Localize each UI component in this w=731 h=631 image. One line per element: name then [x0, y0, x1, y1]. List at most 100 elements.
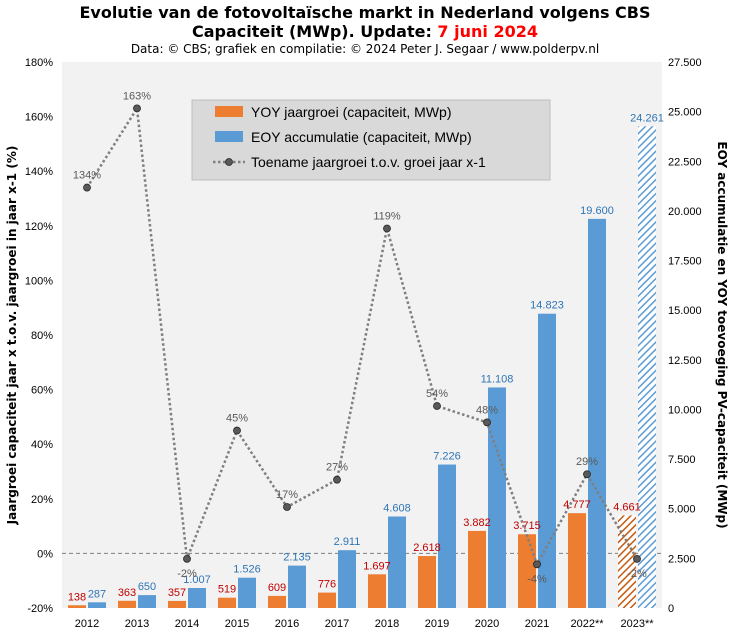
- x-tick-label: 2017: [325, 618, 349, 630]
- yoy-bar-label: 519: [218, 584, 236, 596]
- yoy-bar: [568, 513, 586, 608]
- y-left-tick-label: 140%: [25, 166, 53, 178]
- growth-point-label: 17%: [276, 489, 298, 501]
- eoy-bar-label: 11.108: [481, 373, 514, 385]
- growth-point-label: 119%: [373, 211, 401, 223]
- x-tick-label: 2019: [425, 618, 449, 630]
- growth-point: [483, 418, 491, 427]
- eoy-bar: [288, 565, 306, 608]
- legend-swatch-eoy: [215, 131, 243, 142]
- y-right-tick-label: 27.500: [668, 57, 702, 69]
- growth-point: [583, 470, 591, 479]
- y-left-axis-title: Jaargroei capaciteit jaar x t.o.v. jaarg…: [5, 146, 19, 526]
- x-tick-label: 2021: [525, 618, 549, 630]
- growth-point: [233, 426, 241, 435]
- yoy-bar: [168, 600, 186, 608]
- y-right-tick-label: 12.500: [668, 355, 702, 367]
- growth-point: [333, 475, 341, 484]
- y-left-tick-label: 40%: [31, 439, 53, 451]
- y-left-tick-label: 0%: [37, 548, 53, 560]
- x-axis-ticks: 2012 2013 2014 2015 2016 2017 2018 2019 2020 2021…: [75, 618, 654, 630]
- y-right-tick-label: 20.000: [668, 206, 702, 218]
- title-update-date: 7 juni 2024: [437, 22, 538, 41]
- y-left-tick-label: -20%: [27, 603, 53, 615]
- y-right-tick-label: 17.500: [668, 256, 702, 268]
- eoy-bar-label: 1.007: [183, 574, 211, 586]
- y-right-tick-label: 22.500: [668, 156, 702, 168]
- eoy-bar-label: 7.226: [433, 451, 461, 463]
- yoy-bar: [268, 595, 286, 608]
- legend-label-line: Toename jaargroei t.o.v. groei jaar x-1: [251, 154, 486, 170]
- yoy-bar-label: 3.715: [513, 520, 541, 532]
- eoy-bar: [438, 464, 456, 608]
- growth-point: [83, 183, 91, 192]
- growth-point: [283, 503, 291, 511]
- eoy-bar-label: 2.135: [283, 552, 311, 564]
- y-left-tick-label: 20%: [31, 494, 53, 506]
- x-tick-label: 2018: [375, 618, 399, 630]
- yoy-bar: [468, 530, 486, 608]
- yoy-bar: [418, 556, 436, 608]
- y-right-tick-label: 25.000: [668, 107, 702, 119]
- growth-point: [133, 104, 141, 113]
- yoy-bar-label: 363: [118, 587, 136, 599]
- yoy-bar-label: 3.882: [463, 517, 491, 529]
- x-tick-label: 2022**: [570, 618, 604, 630]
- y-left-tick-label: 100%: [25, 275, 53, 287]
- eoy-bar-label: 650: [138, 581, 156, 593]
- eoy-bar: [238, 577, 256, 608]
- legend-box: [191, 99, 551, 181]
- yoy-bar: [368, 574, 386, 608]
- y-right-tick-label: 2.500: [668, 553, 696, 565]
- x-tick-label: 2015: [225, 618, 249, 630]
- x-tick-label: 2012: [75, 618, 99, 630]
- y-left-tick-label: 80%: [31, 330, 53, 342]
- y-right-tick-label: 5.000: [668, 504, 696, 516]
- y-left-tick-label: 160%: [25, 112, 53, 124]
- eoy-bar: [488, 387, 506, 608]
- eoy-bar-label: 1.526: [233, 564, 261, 576]
- x-tick-label: 2016: [275, 618, 299, 630]
- legend-swatch-yoy: [215, 106, 243, 117]
- eoy-bar-label: 19.600: [580, 205, 614, 217]
- eoy-bar-label: 4.608: [383, 503, 411, 515]
- yoy-bar-label: 609: [268, 582, 286, 594]
- growth-point: [433, 402, 441, 410]
- y-right-tick-label: 7.500: [668, 454, 696, 466]
- eoy-bar-label: 14.823: [530, 300, 564, 312]
- eoy-bar: [188, 588, 206, 608]
- growth-point-label: -2%: [177, 568, 197, 580]
- data-labels: 138 363 357 519 609 776 1.697 2.618 3.882 3.715 4.…: [68, 90, 664, 603]
- yoy-bar-label: 776: [318, 579, 336, 591]
- yoy-bar: [518, 534, 536, 608]
- growth-point-label: -2%: [627, 568, 647, 580]
- yoy-bar: [618, 515, 636, 608]
- legend-label-yoy: YOY jaargroei (capaciteit, MWp): [251, 104, 451, 120]
- y-right-tick-label: 10.000: [668, 404, 702, 416]
- yoy-bar-label: 2.618: [413, 542, 441, 554]
- yoy-bar: [68, 605, 86, 608]
- x-tick-label: 2014: [175, 618, 199, 630]
- growth-point: [533, 560, 541, 569]
- eoy-bar: [538, 313, 556, 608]
- growth-line: [83, 104, 641, 569]
- legend-swatch-marker: [225, 158, 233, 166]
- eoy-bar: [88, 602, 106, 608]
- growth-point: [383, 224, 391, 233]
- growth-point-label: 29%: [576, 456, 598, 468]
- yoy-bar-label: 4.777: [563, 499, 591, 511]
- growth-point-label: 27%: [326, 462, 348, 474]
- eoy-bar: [388, 516, 406, 608]
- y-left-tick-label: 180%: [25, 57, 53, 69]
- left-axis-ticks: -20% 0% 20% 40% 60% 80% 100% 120% 140% 160% 180%: [25, 57, 53, 615]
- eoy-bar-label: 287: [88, 588, 106, 600]
- eoy-bar: [588, 218, 606, 609]
- eoy-bar: [138, 595, 156, 608]
- eoy-bar: [638, 126, 656, 609]
- x-tick-label: 2013: [125, 618, 149, 630]
- yoy-bar: [118, 600, 136, 608]
- x-tick-label: 2023**: [620, 618, 654, 630]
- y-right-tick-label: 15.000: [668, 305, 702, 317]
- title-update-label: Capaciteit (MWp). Update:: [192, 22, 437, 41]
